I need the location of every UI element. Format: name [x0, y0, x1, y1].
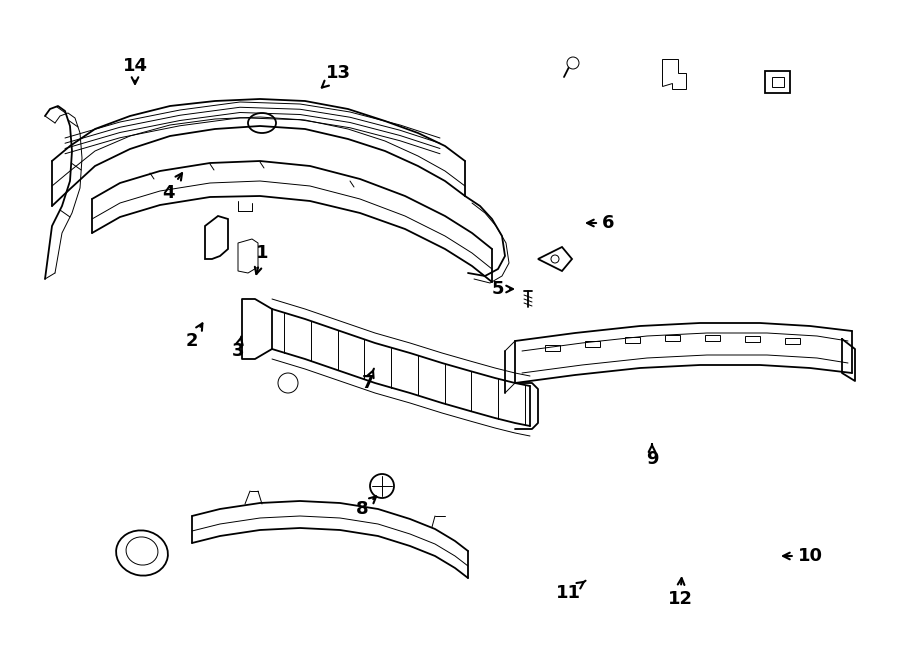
Bar — [785, 338, 800, 344]
Bar — [545, 345, 560, 351]
Text: 11: 11 — [555, 581, 586, 602]
Text: 5: 5 — [491, 280, 513, 298]
Bar — [745, 336, 760, 342]
Text: 6: 6 — [587, 214, 614, 232]
Bar — [705, 335, 720, 341]
Text: 9: 9 — [646, 444, 658, 468]
Polygon shape — [205, 216, 228, 259]
Polygon shape — [238, 239, 258, 273]
Bar — [585, 341, 600, 347]
Bar — [665, 335, 680, 341]
Text: 13: 13 — [321, 64, 350, 88]
Text: 12: 12 — [668, 578, 692, 608]
Text: 2: 2 — [185, 323, 202, 350]
Text: 10: 10 — [783, 547, 823, 565]
Text: 14: 14 — [122, 57, 148, 84]
Bar — [772, 77, 784, 87]
Text: 7: 7 — [362, 369, 374, 392]
Text: 1: 1 — [255, 244, 268, 274]
Text: 4: 4 — [162, 173, 182, 202]
Bar — [625, 337, 640, 343]
Text: 3: 3 — [232, 336, 244, 360]
Bar — [765, 71, 790, 93]
Circle shape — [567, 57, 579, 69]
Polygon shape — [662, 59, 686, 89]
Text: 8: 8 — [356, 496, 376, 518]
Polygon shape — [538, 247, 572, 271]
Circle shape — [370, 474, 394, 498]
Ellipse shape — [116, 530, 168, 576]
